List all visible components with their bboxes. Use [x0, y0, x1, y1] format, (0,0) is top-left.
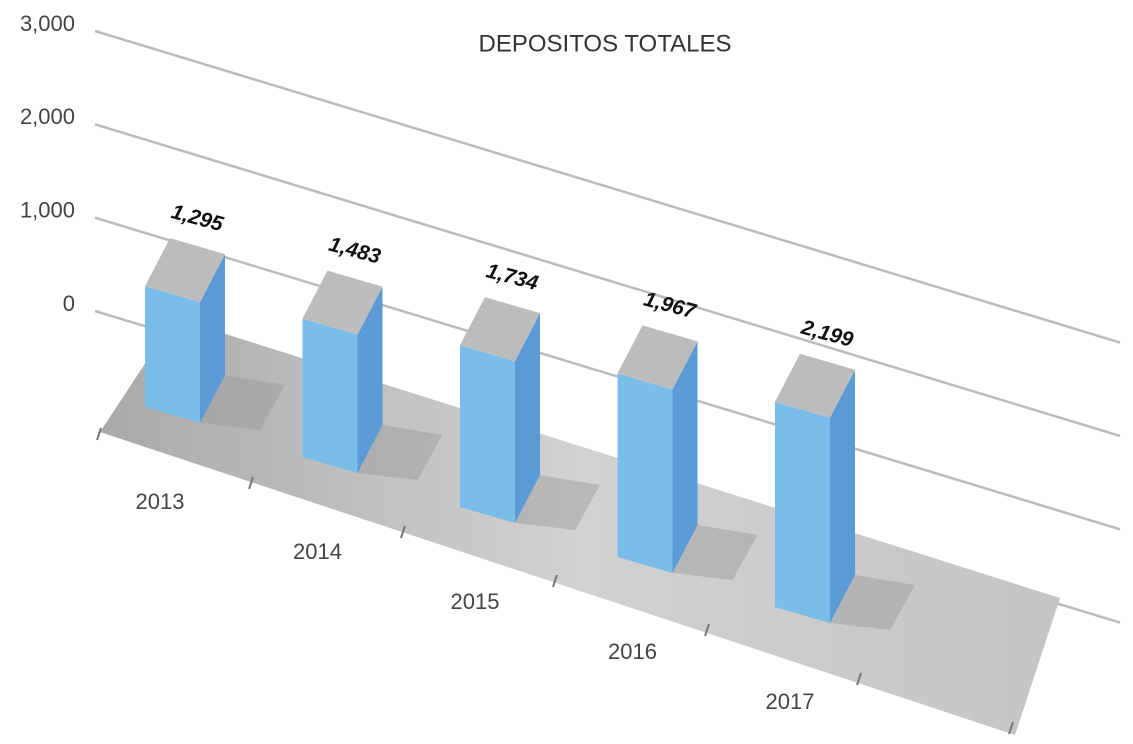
- bar-side: [830, 369, 855, 623]
- y-tick-label: 2,000: [20, 104, 75, 129]
- grid-line: [94, 29, 1121, 344]
- bar: [460, 297, 600, 530]
- bar-shadow: [357, 425, 443, 480]
- bar-top: [145, 238, 225, 303]
- y-tick-label: 3,000: [20, 11, 75, 36]
- x-tick: [856, 672, 862, 686]
- bar-top: [302, 270, 383, 335]
- y-tick-label: 1,000: [20, 197, 75, 222]
- x-tick: [96, 427, 102, 441]
- x-tick-label: 2013: [136, 489, 185, 514]
- bar-shadow: [200, 375, 285, 430]
- bar-front: [302, 318, 358, 473]
- bar-side: [357, 286, 383, 473]
- x-tick-label: 2016: [608, 639, 657, 664]
- bar: [775, 353, 915, 630]
- bar-top: [460, 297, 540, 362]
- x-tick-label: 2017: [766, 689, 815, 714]
- bar-shadow: [515, 475, 600, 530]
- x-tick: [248, 476, 254, 490]
- x-tick: [1008, 721, 1014, 735]
- bar-side: [515, 313, 540, 523]
- x-tick: [704, 623, 710, 637]
- value-label: 1,967: [641, 288, 699, 324]
- y-tick-label: 0: [63, 291, 75, 316]
- x-tick: [552, 574, 558, 588]
- grid-line: [94, 216, 1121, 531]
- x-tick-label: 2014: [293, 539, 342, 564]
- bar-front: [617, 373, 673, 573]
- bar: [617, 325, 758, 580]
- bar-front: [145, 286, 200, 423]
- bar-side: [672, 341, 698, 573]
- bar-front: [775, 401, 830, 623]
- grid-line: [94, 123, 1121, 438]
- bar-top: [617, 325, 698, 390]
- bar-front: [460, 345, 515, 523]
- x-tick: [400, 525, 406, 539]
- bar-shadow: [672, 525, 758, 580]
- bar-side: [200, 254, 225, 423]
- x-tick-label: 2015: [451, 589, 500, 614]
- bars: [145, 238, 915, 630]
- value-label: 1,295: [169, 200, 226, 236]
- bar-top: [775, 353, 855, 418]
- bar-shadow: [830, 575, 915, 630]
- bar: [302, 270, 443, 480]
- value-label: 1,483: [326, 233, 383, 269]
- chart-title: DEPOSITOS TOTALES: [479, 30, 732, 57]
- value-label: 1,734: [484, 259, 541, 295]
- bar: [145, 238, 285, 430]
